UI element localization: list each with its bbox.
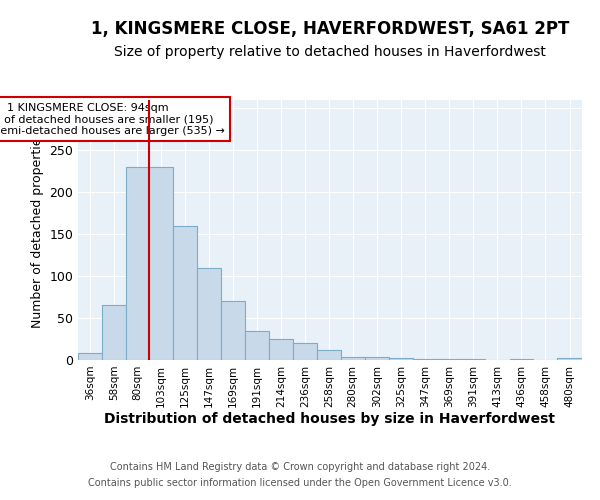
Bar bbox=[221, 302, 245, 360]
Bar bbox=[269, 339, 293, 360]
Text: Contains HM Land Registry data © Crown copyright and database right 2024.: Contains HM Land Registry data © Crown c… bbox=[110, 462, 490, 472]
Bar bbox=[102, 306, 125, 360]
Y-axis label: Number of detached properties: Number of detached properties bbox=[31, 132, 44, 328]
Bar bbox=[173, 226, 197, 360]
Bar bbox=[125, 167, 149, 360]
Bar bbox=[365, 358, 389, 360]
Bar bbox=[293, 343, 317, 360]
Bar bbox=[341, 358, 365, 360]
Bar bbox=[389, 358, 413, 360]
Bar bbox=[413, 359, 437, 360]
Text: 1 KINGSMERE CLOSE: 94sqm
← 26% of detached houses are smaller (195)
72% of semi-: 1 KINGSMERE CLOSE: 94sqm ← 26% of detach… bbox=[0, 102, 224, 136]
Text: Size of property relative to detached houses in Haverfordwest: Size of property relative to detached ho… bbox=[114, 45, 546, 59]
Text: 1, KINGSMERE CLOSE, HAVERFORDWEST, SA61 2PT: 1, KINGSMERE CLOSE, HAVERFORDWEST, SA61 … bbox=[91, 20, 569, 38]
Bar bbox=[437, 359, 461, 360]
Bar bbox=[461, 359, 485, 360]
Text: Contains public sector information licensed under the Open Government Licence v3: Contains public sector information licen… bbox=[88, 478, 512, 488]
Text: Distribution of detached houses by size in Haverfordwest: Distribution of detached houses by size … bbox=[104, 412, 556, 426]
Bar bbox=[317, 350, 341, 360]
Bar bbox=[197, 268, 221, 360]
Bar bbox=[78, 354, 102, 360]
Bar bbox=[245, 330, 269, 360]
Bar bbox=[509, 359, 533, 360]
Bar bbox=[149, 167, 173, 360]
Bar bbox=[557, 358, 582, 360]
